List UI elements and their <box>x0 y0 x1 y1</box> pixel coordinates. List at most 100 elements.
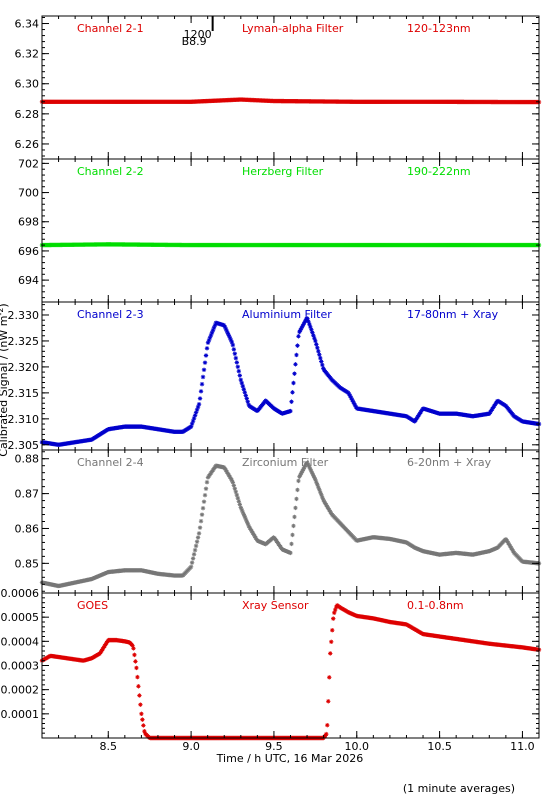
panel-band-label: 6-20nm + Xray <box>407 456 492 469</box>
data-point <box>249 528 254 534</box>
data-point <box>350 399 356 404</box>
data-point <box>238 505 243 510</box>
data-point <box>232 486 238 491</box>
data-point <box>318 490 323 495</box>
data-point <box>315 482 320 487</box>
data-point <box>233 489 239 495</box>
data-point <box>233 355 239 361</box>
data-point <box>308 324 313 330</box>
y-axis-title-end: ) <box>0 303 10 307</box>
y-tick-label: 696 <box>18 245 39 258</box>
data-point <box>225 471 231 476</box>
data-point <box>203 353 209 358</box>
data-point <box>200 505 206 511</box>
y-tick-label: 6.30 <box>15 78 40 91</box>
data-point <box>222 466 228 471</box>
data-point <box>329 639 334 645</box>
data-point <box>298 327 303 333</box>
data-point <box>309 327 314 332</box>
data-point <box>297 474 302 479</box>
data-point <box>316 484 321 490</box>
data-point <box>229 478 235 483</box>
data-point <box>319 359 324 364</box>
data-point <box>240 383 245 389</box>
data-point <box>139 711 144 717</box>
panel-band-label: 120-123nm <box>407 22 471 35</box>
data-point <box>294 352 299 358</box>
data-point <box>189 421 195 427</box>
data-point <box>300 324 305 329</box>
data-point <box>288 408 293 414</box>
data-point <box>189 560 195 565</box>
data-point <box>351 401 357 406</box>
panel-4: 0.85 0.86 0.87 0.88 Channel 2-4 Zirconium Fil… <box>15 449 542 594</box>
data-point <box>327 507 332 513</box>
data-point <box>314 479 319 485</box>
panel-filter-label: Herzberg Filter <box>242 165 324 178</box>
y-tick-label: 700 <box>18 187 39 200</box>
data-point <box>209 330 215 335</box>
y-axis-title: Calibrated Signal / (nW m-2) <box>0 303 10 456</box>
data-point <box>323 501 328 506</box>
data-point <box>136 684 141 689</box>
data-point <box>315 345 320 351</box>
data-point <box>314 342 319 347</box>
data-point <box>303 463 308 468</box>
series-points <box>39 316 542 447</box>
data-point <box>192 547 198 553</box>
chart-panels: 6.26 6.28 6.30 6.32 6.34 Channel 2-1 Lyman-alp… <box>1 15 542 741</box>
data-point <box>251 532 256 537</box>
series-points <box>39 242 542 248</box>
data-point <box>312 335 317 341</box>
data-point <box>328 651 333 656</box>
data-point <box>326 699 331 704</box>
data-point <box>130 643 135 648</box>
data-point <box>204 480 210 485</box>
y-tick-label: 0.0006 <box>1 587 40 600</box>
data-point <box>201 499 207 504</box>
data-point <box>248 527 253 532</box>
panel-band-label: 0.1-0.8nm <box>407 599 464 612</box>
data-point <box>305 460 310 466</box>
data-point <box>296 334 301 339</box>
data-point <box>507 543 513 549</box>
y-tick-label: 702 <box>18 157 39 170</box>
data-point <box>294 496 299 502</box>
data-point <box>202 493 208 498</box>
series-points <box>39 97 542 105</box>
data-point <box>320 495 325 500</box>
data-point <box>293 362 298 367</box>
data-point <box>238 377 243 383</box>
data-point <box>324 731 329 737</box>
panel-filter-label: Lyman-alpha Filter <box>242 22 344 35</box>
data-point <box>141 723 146 728</box>
data-point <box>297 329 302 335</box>
data-point <box>133 659 138 664</box>
data-point <box>237 502 243 507</box>
panel-channel-label: Channel 2-3 <box>77 308 144 321</box>
x-tick-label: 10.0 <box>345 740 370 753</box>
data-point <box>509 547 515 552</box>
data-point <box>508 545 514 551</box>
data-point <box>142 729 147 734</box>
data-point <box>191 552 197 557</box>
data-point <box>327 675 332 680</box>
data-point <box>348 395 354 401</box>
footnote: (1 minute averages) <box>403 782 515 795</box>
data-point <box>306 462 311 468</box>
data-point <box>230 480 236 485</box>
y-tick-label: 0.0001 <box>1 708 40 721</box>
data-point <box>230 342 236 348</box>
data-point <box>237 373 243 378</box>
data-point <box>199 381 205 387</box>
data-point <box>510 549 516 554</box>
data-point <box>241 512 246 517</box>
y-tick-label: 0.0005 <box>1 611 40 624</box>
data-point <box>202 360 208 365</box>
data-point <box>241 387 246 392</box>
data-point <box>504 538 510 544</box>
data-point <box>245 399 250 404</box>
data-point <box>305 316 310 321</box>
y-tick-label: 0.0004 <box>1 635 40 648</box>
